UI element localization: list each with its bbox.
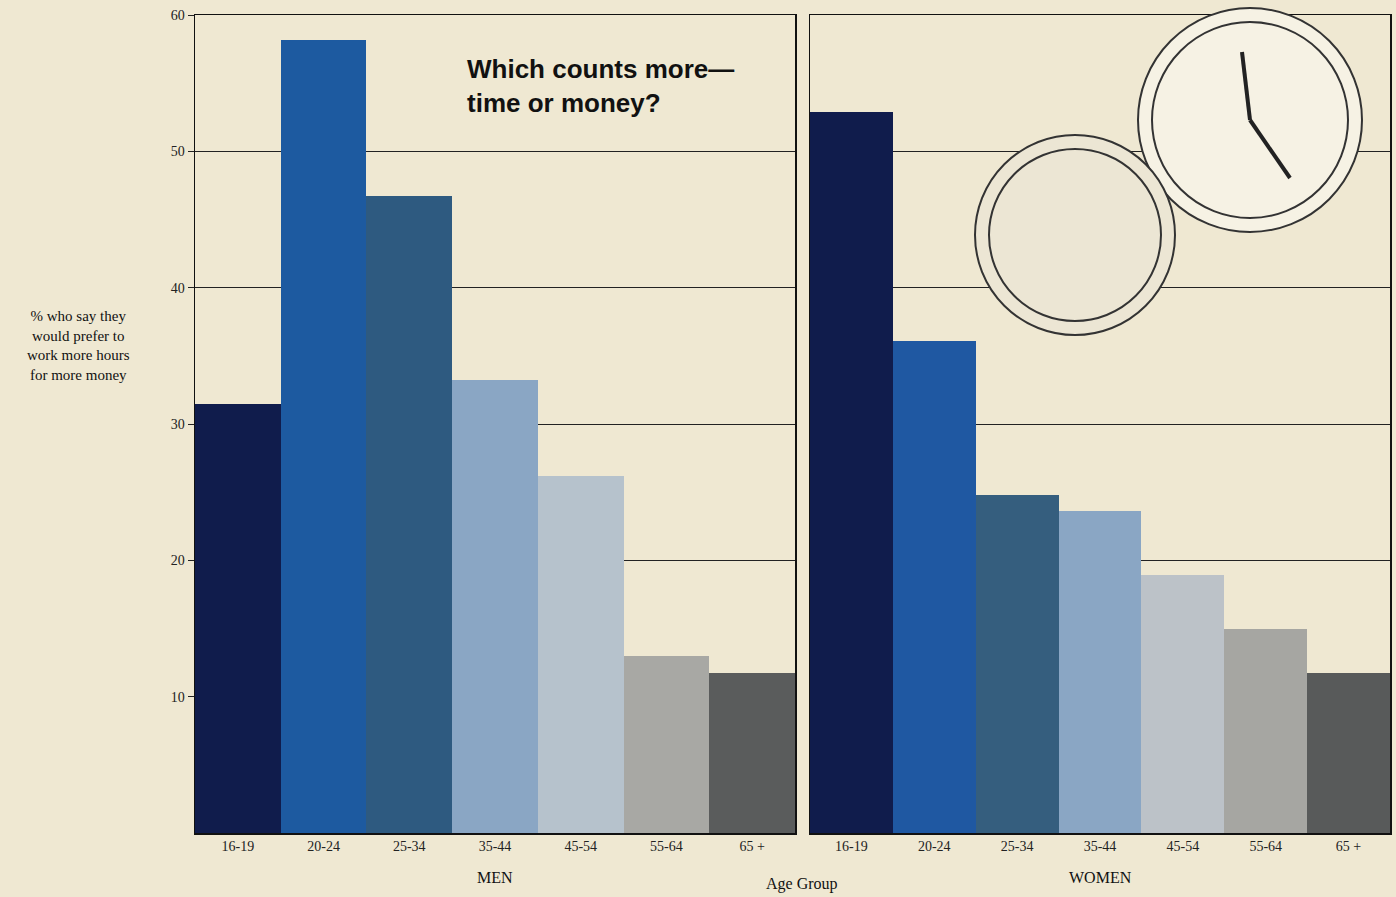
svg-text:60: 60 [171,8,185,23]
svg-text:50: 50 [171,144,185,159]
svg-text:Which counts more—time or mone: Which counts more—time or money? [467,54,734,118]
svg-text:16-19: 16-19 [222,839,255,854]
svg-text:10: 10 [171,690,185,705]
svg-text:55-64: 55-64 [1249,839,1282,854]
svg-text:35-44: 35-44 [479,839,512,854]
svg-text:16-19: 16-19 [835,839,868,854]
svg-text:20-24: 20-24 [918,839,951,854]
svg-text:65 +: 65 + [739,839,765,854]
svg-text:35-44: 35-44 [1084,839,1117,854]
svg-text:45-54: 45-54 [564,839,597,854]
svg-text:30: 30 [171,417,185,432]
svg-text:65 +: 65 + [1336,839,1362,854]
svg-text:20-24: 20-24 [307,839,340,854]
svg-text:25-34: 25-34 [1001,839,1034,854]
svg-text:55-64: 55-64 [650,839,683,854]
svg-text:Age Group: Age Group [766,875,838,893]
svg-text:MEN: MEN [477,869,513,886]
svg-text:% who say theywould prefer tow: % who say theywould prefer towork more h… [27,308,130,383]
svg-text:WOMEN: WOMEN [1069,869,1132,886]
svg-text:45-54: 45-54 [1167,839,1200,854]
svg-text:20: 20 [171,553,185,568]
svg-text:40: 40 [171,281,185,296]
svg-text:25-34: 25-34 [393,839,426,854]
